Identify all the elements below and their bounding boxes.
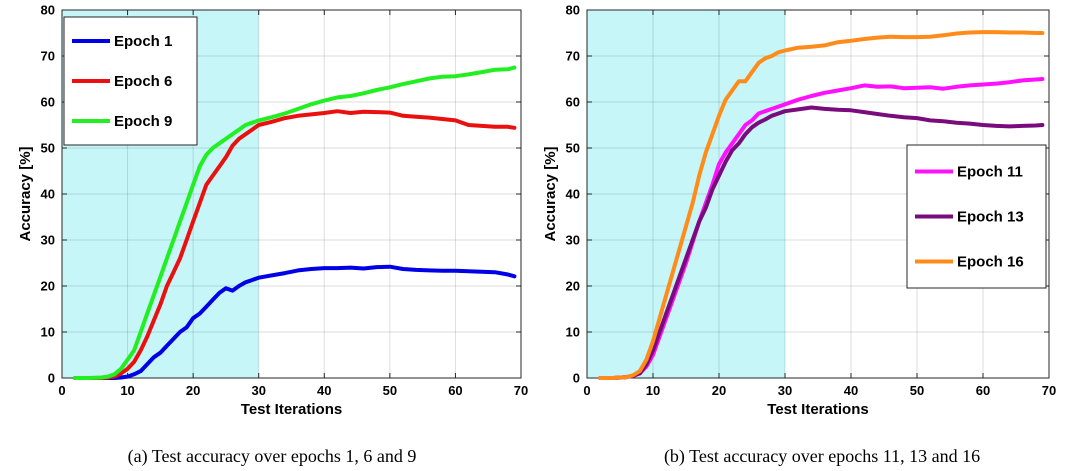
y-tick-label: 60 [41, 95, 55, 110]
figure-caption: (b) Test accuracy over epochs 11, 13 and… [664, 446, 980, 467]
x-tick-label: 30 [251, 383, 265, 398]
x-tick-label: 30 [778, 383, 792, 398]
legend-label: Epoch 9 [114, 113, 172, 130]
legend: Epoch 1 Epoch 6 Epoch 9 [63, 16, 198, 146]
x-tick-label: 10 [120, 383, 134, 398]
series-line-epoch-13 [598, 105, 1045, 380]
series-line-epoch-9 [73, 65, 517, 380]
y-tick-label: 70 [41, 49, 55, 64]
x-tick-label: 60 [448, 383, 462, 398]
chart-panel-b: 0 10 20 30 40 50 60 70 0 10 20 30 40 50 60 70 80 Test Ite… [542, 3, 1056, 468]
x-tick-label: 40 [317, 383, 331, 398]
x-tick-label: 50 [383, 383, 397, 398]
x-tick-label: 20 [712, 383, 726, 398]
x-axis-label: Test Iterations [241, 401, 342, 418]
x-tick-label: 20 [186, 383, 200, 398]
legend-label: Epoch 6 [114, 73, 172, 90]
legend-label: Epoch 11 [957, 164, 1023, 181]
y-tick-label: 60 [566, 95, 580, 110]
y-tick-label: 30 [566, 233, 580, 248]
legend-label: Epoch 1 [114, 33, 172, 50]
series-line-epoch-16 [598, 30, 1045, 380]
x-tick-label: 10 [646, 383, 660, 398]
y-tick-label: 80 [566, 3, 580, 18]
x-tick-label: 0 [58, 383, 65, 398]
y-tick-label: 20 [566, 279, 580, 294]
series-line-epoch-1 [73, 264, 517, 380]
x-tick-label: 0 [583, 383, 590, 398]
y-tick-label: 10 [41, 325, 55, 340]
y-tick-label: 10 [566, 325, 580, 340]
legend-label: Epoch 16 [957, 254, 1024, 271]
y-tick-label: 30 [41, 233, 55, 248]
y-tick-label: 0 [573, 371, 580, 386]
y-tick-label: 80 [41, 3, 55, 18]
y-tick-label: 40 [566, 187, 580, 202]
series-line-epoch-6 [73, 109, 517, 380]
x-tick-label: 40 [844, 383, 858, 398]
x-tick-label: 60 [976, 383, 990, 398]
y-tick-label: 50 [566, 141, 580, 156]
x-tick-label: 50 [910, 383, 924, 398]
x-axis-label: Test Iterations [767, 401, 868, 418]
y-axis-label: Accuracy [%] [542, 146, 559, 241]
legend: Epoch 11 Epoch 13 Epoch 16 [906, 144, 1047, 289]
y-axis-label: Accuracy [%] [17, 146, 34, 241]
y-tick-label: 50 [41, 141, 55, 156]
chart-panel-a: 0 10 20 30 40 50 60 70 0 10 20 30 40 50 60 70 80 Test Ite… [17, 3, 528, 468]
x-tick-label: 70 [514, 383, 528, 398]
y-tick-label: 70 [566, 49, 580, 64]
figure-caption: (a) Test accuracy over epochs 1, 6 and 9 [128, 446, 417, 467]
legend-label: Epoch 13 [957, 209, 1024, 226]
y-tick-label: 0 [48, 371, 55, 386]
y-tick-label: 20 [41, 279, 55, 294]
y-tick-label: 40 [41, 187, 55, 202]
x-tick-label: 70 [1042, 383, 1056, 398]
